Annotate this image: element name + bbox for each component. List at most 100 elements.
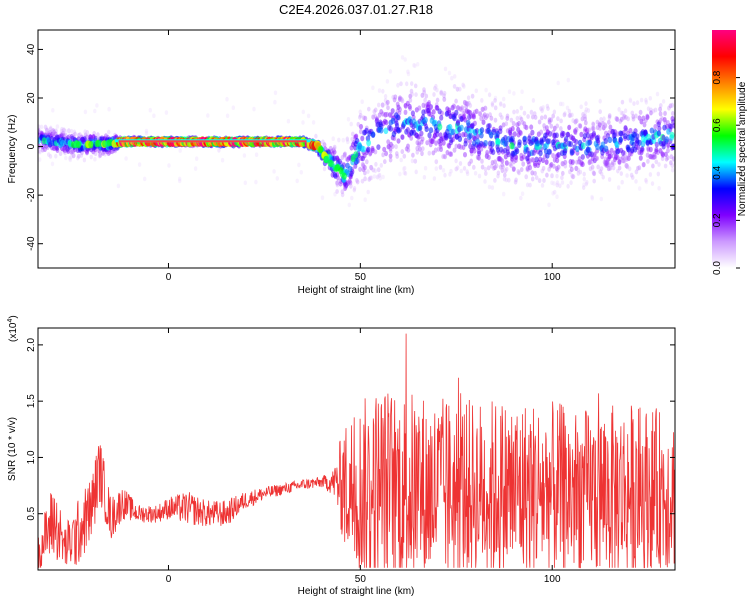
spectral-point [445, 149, 450, 156]
spectral-point [532, 111, 537, 117]
spectral-point [388, 153, 393, 159]
spectral-point [526, 167, 530, 173]
spectral-point [456, 105, 460, 111]
spectral-point [447, 70, 452, 76]
spectral-point [466, 95, 471, 101]
spectral-point [353, 151, 359, 159]
spectral-point [666, 143, 670, 149]
spectral-point [318, 146, 324, 154]
spectral-point [449, 151, 454, 157]
spectral-point [206, 113, 210, 118]
spectral-point [544, 159, 549, 165]
spectral-point [347, 202, 351, 208]
spectral-point [625, 163, 629, 168]
spectral-point [366, 189, 370, 195]
spectral-point [434, 140, 438, 146]
spectral-point [512, 91, 516, 96]
spectral-point [551, 163, 556, 169]
spectral-point [562, 141, 568, 148]
spectral-point [367, 106, 371, 112]
spectral-point [470, 93, 475, 99]
spectral-point [612, 132, 617, 139]
spectral-point [335, 189, 339, 194]
spectral-point [400, 98, 405, 104]
spectral-point [358, 109, 362, 115]
spectral-point [452, 147, 457, 153]
spectral-point [379, 163, 383, 168]
spectral-point [391, 131, 397, 138]
spectral-point [508, 129, 512, 136]
spectral-point [437, 108, 442, 115]
spectral-point [540, 108, 544, 113]
spectral-point [516, 131, 521, 138]
spectral-point [521, 161, 526, 167]
spectral-point [51, 108, 55, 113]
spectral-point [531, 150, 536, 156]
spectral-point [567, 113, 572, 118]
spectral-point [448, 113, 453, 120]
spectral-point [471, 112, 476, 118]
spectral-point [459, 106, 464, 112]
spectral-point [669, 123, 674, 130]
spectral-point [591, 122, 596, 127]
spectral-point [345, 136, 349, 142]
spectral-point [383, 159, 387, 165]
spectral-point [486, 165, 491, 171]
spectral-point [458, 161, 463, 166]
spectral-point [530, 176, 535, 182]
spectral-point [631, 116, 636, 122]
spectral-point [332, 146, 337, 152]
spectral-point [619, 110, 624, 116]
spectral-point [83, 129, 87, 135]
spectral-point [390, 108, 395, 114]
spectral-point [559, 118, 563, 124]
spectral-point [568, 141, 573, 148]
spectral-point [346, 139, 350, 145]
spectral-point [48, 126, 53, 132]
spectral-point [421, 102, 426, 109]
spectral-point [588, 159, 593, 165]
spectral-point [469, 148, 474, 154]
spectral-point [370, 147, 375, 154]
spectral-point [666, 128, 671, 135]
spectral-point [519, 167, 524, 173]
spectral-point [515, 115, 520, 121]
spectral-point [64, 155, 68, 161]
spectral-point [484, 115, 488, 121]
spectral-point [603, 161, 607, 167]
spectral-point [439, 90, 444, 96]
spectral-point [637, 115, 642, 121]
spectral-point [498, 156, 503, 163]
spectral-point [577, 123, 582, 129]
spectral-point [467, 114, 472, 121]
spectral-point [552, 181, 556, 186]
spectral-point [582, 185, 586, 191]
spectral-point [519, 155, 524, 162]
spectral-point [332, 149, 337, 155]
spectral-point [399, 81, 403, 87]
spectral-point [398, 95, 402, 101]
spectral-point [609, 153, 614, 159]
spectral-point [611, 165, 616, 171]
spectral-point [392, 97, 397, 103]
spectral-point [577, 159, 581, 165]
spectral-point [629, 172, 634, 178]
spectral-point [568, 163, 573, 169]
spectral-point [648, 153, 653, 160]
spectral-point [378, 127, 384, 134]
x-tick-label: 100 [544, 272, 561, 283]
spectral-point [620, 179, 624, 185]
spectral-point [579, 131, 584, 138]
spectral-point [54, 153, 58, 159]
spectral-point [286, 118, 291, 124]
spectral-point [389, 141, 393, 148]
colorbar-gradient [712, 30, 736, 268]
spectral-point [475, 133, 480, 140]
spectral-point [477, 155, 481, 161]
spectral-point [573, 129, 578, 135]
spectral-point [667, 105, 671, 111]
spectral-point [620, 100, 625, 105]
spectral-point [137, 162, 142, 167]
spectral-point [519, 195, 523, 201]
spectral-point [54, 128, 58, 134]
